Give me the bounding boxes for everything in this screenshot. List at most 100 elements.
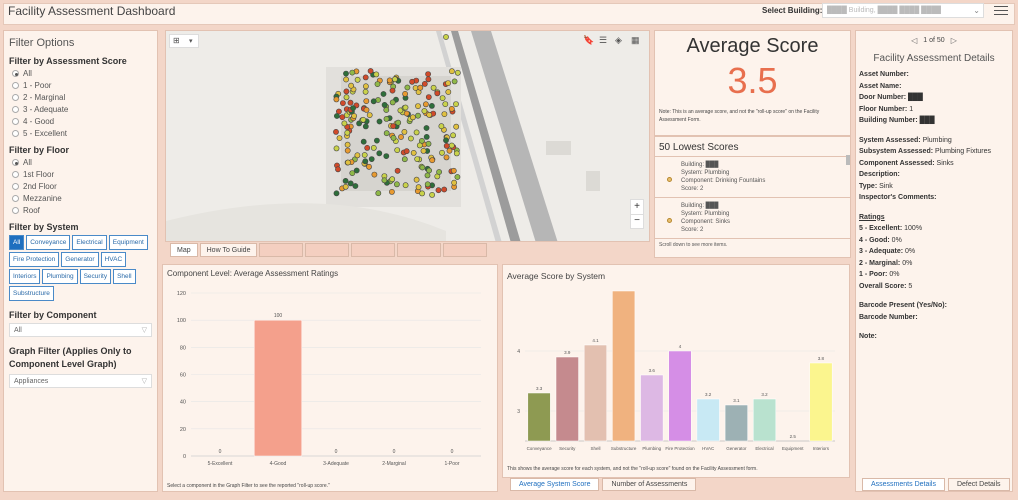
bar[interactable] bbox=[753, 398, 777, 442]
asset-marker[interactable] bbox=[333, 190, 340, 197]
list-icon[interactable]: ☰ bbox=[599, 35, 608, 45]
asset-marker[interactable] bbox=[362, 74, 369, 81]
asset-marker[interactable] bbox=[443, 137, 449, 144]
score-radio[interactable]: 2 - Marginal bbox=[12, 93, 157, 102]
map-tab[interactable]: How To Guide bbox=[199, 243, 258, 257]
asset-marker[interactable] bbox=[333, 113, 340, 119]
bar[interactable] bbox=[724, 404, 748, 442]
asset-marker[interactable] bbox=[448, 142, 455, 149]
asset-marker[interactable] bbox=[349, 170, 356, 176]
asset-marker[interactable] bbox=[388, 188, 395, 195]
map-tab[interactable]: ████ bbox=[351, 243, 396, 257]
asset-marker[interactable] bbox=[438, 123, 445, 130]
next-icon[interactable]: ▷ bbox=[950, 36, 957, 45]
asset-marker[interactable] bbox=[425, 94, 432, 100]
map-toolbar[interactable]: ⊞ ▾ bbox=[169, 34, 199, 48]
asset-marker[interactable] bbox=[376, 118, 383, 125]
asset-marker[interactable] bbox=[343, 88, 350, 95]
asset-marker[interactable] bbox=[333, 145, 340, 152]
hamburger-icon[interactable] bbox=[994, 3, 1008, 17]
asset-marker[interactable] bbox=[410, 150, 417, 156]
asset-marker[interactable] bbox=[414, 156, 421, 163]
asset-marker[interactable] bbox=[381, 177, 388, 184]
asset-marker[interactable] bbox=[415, 184, 422, 191]
scrollbar[interactable] bbox=[846, 155, 850, 165]
asset-marker[interactable] bbox=[393, 181, 400, 188]
details-tab[interactable]: Defect Details bbox=[947, 478, 1010, 491]
system-chip[interactable]: Generator bbox=[61, 252, 99, 267]
asset-marker[interactable] bbox=[441, 186, 448, 193]
radio-dot[interactable] bbox=[12, 118, 19, 125]
layers-icon[interactable]: ◈ bbox=[615, 35, 622, 45]
asset-marker[interactable] bbox=[402, 182, 409, 189]
asset-marker[interactable] bbox=[347, 99, 354, 106]
asset-marker[interactable] bbox=[443, 154, 450, 161]
asset-marker[interactable] bbox=[450, 167, 457, 174]
asset-marker[interactable] bbox=[398, 134, 404, 140]
asset-marker[interactable] bbox=[383, 153, 390, 159]
asset-marker[interactable] bbox=[394, 147, 401, 153]
list-item[interactable]: Building: ███ System: Plumbing Component: … bbox=[655, 198, 850, 239]
asset-marker[interactable] bbox=[389, 87, 396, 94]
asset-marker[interactable] bbox=[424, 172, 431, 179]
asset-marker[interactable] bbox=[394, 167, 401, 174]
asset-marker[interactable] bbox=[401, 156, 408, 163]
asset-marker[interactable] bbox=[339, 100, 346, 106]
bookmark-icon[interactable]: 🔖 bbox=[583, 35, 595, 45]
asset-marker[interactable] bbox=[345, 159, 351, 166]
asset-marker[interactable] bbox=[333, 96, 340, 103]
bar[interactable] bbox=[809, 362, 833, 442]
asset-marker[interactable] bbox=[390, 123, 397, 129]
asset-marker[interactable] bbox=[367, 68, 374, 74]
asset-marker[interactable] bbox=[409, 114, 416, 121]
asset-marker[interactable] bbox=[373, 71, 380, 78]
asset-marker[interactable] bbox=[439, 149, 445, 156]
map-tab[interactable]: Map bbox=[170, 243, 198, 257]
asset-marker[interactable] bbox=[413, 176, 420, 183]
asset-marker[interactable] bbox=[422, 101, 429, 108]
score-radio[interactable]: 4 - Good bbox=[12, 117, 157, 126]
asset-marker[interactable] bbox=[391, 76, 398, 83]
asset-marker[interactable] bbox=[374, 81, 381, 87]
radio-dot[interactable] bbox=[12, 171, 19, 178]
system-chip[interactable]: Conveyance bbox=[26, 235, 71, 250]
asset-marker[interactable] bbox=[375, 190, 382, 197]
details-tab[interactable]: Assessments Details bbox=[862, 478, 945, 491]
asset-marker[interactable] bbox=[436, 169, 442, 175]
asset-marker[interactable] bbox=[342, 183, 349, 190]
asset-marker[interactable] bbox=[451, 78, 458, 85]
asset-marker[interactable] bbox=[371, 171, 378, 178]
chevron-down-icon[interactable]: ▾ bbox=[189, 38, 193, 45]
floor-radio[interactable]: 1st Floor bbox=[12, 170, 157, 179]
asset-marker[interactable] bbox=[421, 108, 428, 114]
asset-marker[interactable] bbox=[333, 129, 339, 135]
asset-marker[interactable] bbox=[353, 167, 360, 174]
asset-marker[interactable] bbox=[389, 176, 396, 183]
layers-list-icon[interactable]: ⊞ bbox=[173, 36, 180, 45]
radio-dot[interactable] bbox=[12, 94, 19, 101]
asset-marker[interactable] bbox=[415, 112, 421, 119]
asset-marker[interactable] bbox=[363, 107, 370, 113]
chart-tab[interactable]: Number of Assessments bbox=[602, 478, 697, 491]
asset-marker[interactable] bbox=[429, 191, 435, 198]
radio-dot[interactable] bbox=[12, 82, 19, 89]
asset-marker[interactable] bbox=[343, 94, 350, 101]
system-chip[interactable]: Plumbing bbox=[42, 269, 78, 284]
asset-marker[interactable] bbox=[423, 125, 430, 131]
system-chip[interactable]: Electrical bbox=[72, 235, 107, 250]
asset-marker[interactable] bbox=[430, 84, 437, 91]
system-chip[interactable]: Equipment bbox=[108, 235, 148, 250]
radio-dot[interactable] bbox=[12, 195, 19, 202]
asset-marker[interactable] bbox=[362, 158, 369, 165]
previous-icon[interactable]: ◁ bbox=[911, 36, 918, 45]
asset-marker[interactable] bbox=[342, 177, 349, 184]
asset-marker[interactable] bbox=[416, 142, 423, 149]
asset-marker[interactable] bbox=[383, 107, 390, 113]
asset-marker[interactable] bbox=[441, 111, 448, 117]
asset-marker[interactable] bbox=[424, 181, 431, 188]
asset-marker[interactable] bbox=[403, 148, 410, 155]
basemap-icon[interactable]: ▦ bbox=[631, 35, 640, 45]
map-tab[interactable]: ████ bbox=[397, 243, 442, 257]
asset-marker[interactable] bbox=[344, 129, 351, 136]
asset-marker[interactable] bbox=[445, 80, 451, 86]
